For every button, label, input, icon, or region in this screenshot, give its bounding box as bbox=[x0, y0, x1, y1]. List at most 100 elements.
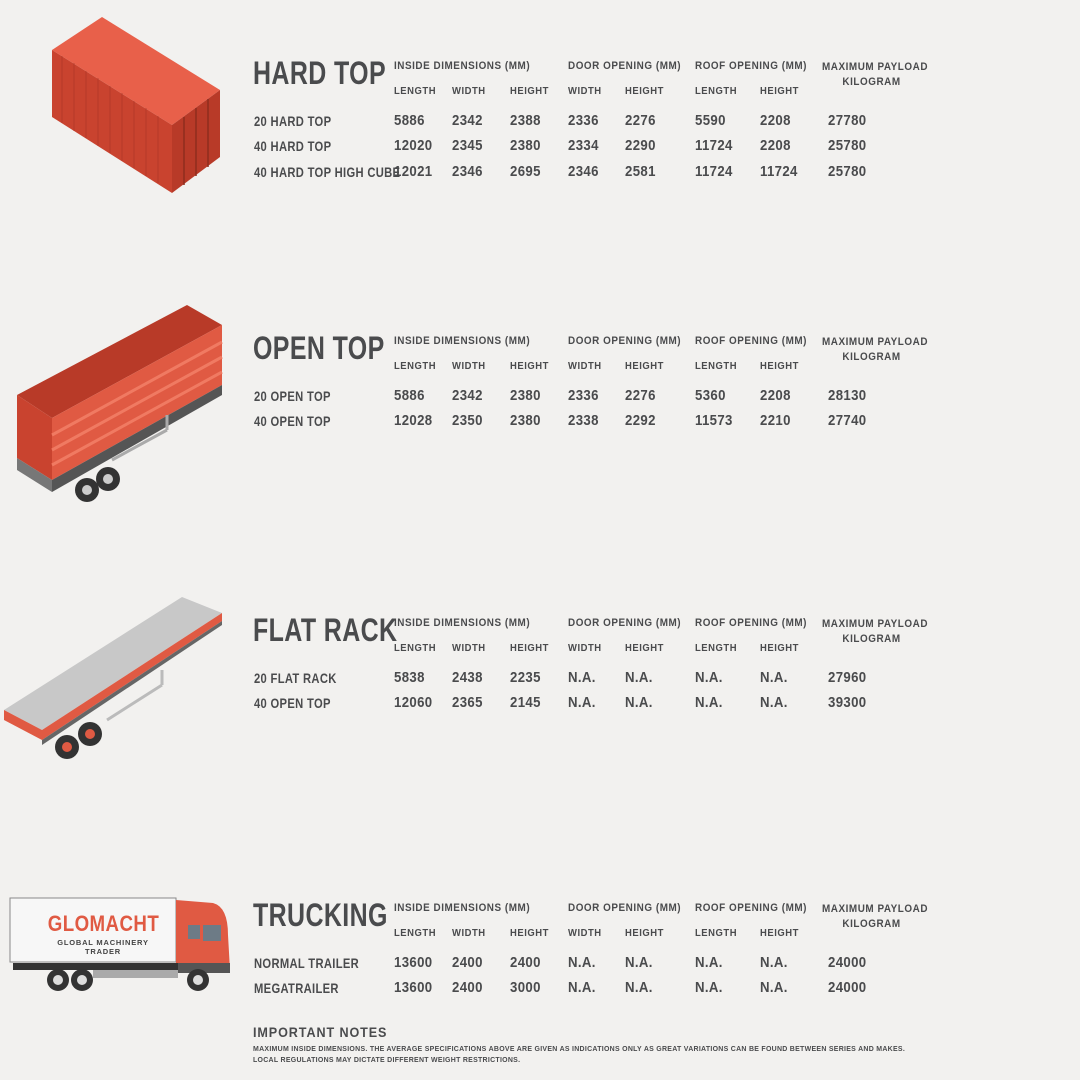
table-cell: 24000 bbox=[828, 979, 867, 996]
sub-column-header: LENGTH bbox=[394, 85, 437, 97]
payload-unit: KILOGRAM bbox=[842, 76, 901, 88]
inside-dimensions-header: INSIDE DIMENSIONS (MM) bbox=[394, 60, 531, 72]
table-cell: N.A. bbox=[695, 694, 723, 711]
table-cell: 5886 bbox=[394, 387, 425, 404]
sub-column-header: HEIGHT bbox=[625, 927, 664, 939]
important-notes: IMPORTANT NOTES MAXIMUM INSIDE DIMENSION… bbox=[253, 1024, 954, 1065]
table-cell: 2342 bbox=[452, 112, 483, 129]
table-cell: N.A. bbox=[625, 954, 653, 971]
sub-column-header: HEIGHT bbox=[510, 360, 549, 372]
table-cell: 25780 bbox=[828, 163, 867, 180]
inside-dimensions-header: INSIDE DIMENSIONS (MM) bbox=[394, 902, 531, 914]
table-cell: N.A. bbox=[695, 954, 723, 971]
table-cell: 12020 bbox=[394, 137, 433, 154]
inside-dimensions-header: INSIDE DIMENSIONS (MM) bbox=[394, 335, 531, 347]
table-cell: 12028 bbox=[394, 412, 433, 429]
max-payload-header: MAXIMUM PAYLOAD KILOGRAM bbox=[822, 617, 927, 647]
section-title: HARD TOP bbox=[253, 55, 387, 91]
table-cell: 11724 bbox=[760, 163, 798, 180]
sub-column-header: HEIGHT bbox=[760, 85, 799, 97]
roof-opening-header: ROOF OPENING (MM) bbox=[695, 335, 808, 347]
roof-opening-header: ROOF OPENING (MM) bbox=[695, 902, 808, 914]
sub-column-header: LENGTH bbox=[695, 927, 738, 939]
notes-line-2: LOCAL REGULATIONS MAY DICTATE DIFFERENT … bbox=[253, 1055, 521, 1064]
sub-column-header: WIDTH bbox=[568, 85, 602, 97]
sub-column-header: HEIGHT bbox=[510, 642, 549, 654]
table-cell: 2338 bbox=[568, 412, 599, 429]
table-cell: 12021 bbox=[394, 163, 433, 180]
logo-tagline: GLOBAL MACHINERY TRADER bbox=[57, 938, 149, 956]
sub-column-header: HEIGHT bbox=[510, 85, 549, 97]
section-title: TRUCKING bbox=[253, 897, 388, 933]
spec-section-hard-top: HARD TOP INSIDE DIMENSIONS (MM) DOOR OPENI… bbox=[0, 55, 1080, 215]
table-cell: 39300 bbox=[828, 694, 867, 711]
section-title: OPEN TOP bbox=[253, 330, 385, 366]
table-cell: 27740 bbox=[828, 412, 867, 429]
spec-section-open-top: OPEN TOP INSIDE DIMENSIONS (MM) DOOR OPENI… bbox=[0, 330, 1080, 490]
roof-opening-header: ROOF OPENING (MM) bbox=[695, 60, 808, 72]
logo-brand: GLOMACHT bbox=[47, 911, 160, 936]
row-label: 40 HARD TOP bbox=[254, 138, 332, 154]
table-cell: 11573 bbox=[695, 412, 733, 429]
table-cell: 28130 bbox=[828, 387, 867, 404]
sub-column-header: WIDTH bbox=[568, 360, 602, 372]
table-cell: 2400 bbox=[510, 954, 541, 971]
notes-title: IMPORTANT NOTES bbox=[253, 1024, 388, 1040]
notes-line-1: MAXIMUM INSIDE DIMENSIONS. THE AVERAGE S… bbox=[253, 1044, 906, 1053]
payload-label: MAXIMUM PAYLOAD bbox=[822, 903, 929, 915]
table-cell: 2145 bbox=[510, 694, 541, 711]
truck-illustration: GLOMACHT GLOBAL MACHINERY TRADER bbox=[8, 895, 233, 995]
table-cell: N.A. bbox=[695, 979, 723, 996]
sub-column-header: WIDTH bbox=[452, 360, 486, 372]
table-cell: 13600 bbox=[394, 979, 433, 996]
payload-label: MAXIMUM PAYLOAD bbox=[822, 61, 929, 73]
table-cell: 27960 bbox=[828, 669, 867, 686]
door-opening-header: DOOR OPENING (MM) bbox=[568, 902, 682, 914]
truck-logo: GLOMACHT GLOBAL MACHINERY TRADER bbox=[38, 911, 168, 956]
row-label: 40 HARD TOP HIGH CUBE bbox=[254, 164, 401, 180]
table-cell: 24000 bbox=[828, 954, 867, 971]
table-cell: 2342 bbox=[452, 387, 483, 404]
table-cell: 2208 bbox=[760, 137, 791, 154]
table-cell: N.A. bbox=[568, 669, 596, 686]
sub-column-header: WIDTH bbox=[568, 642, 602, 654]
table-cell: 2208 bbox=[760, 387, 791, 404]
table-cell: 2292 bbox=[625, 412, 656, 429]
table-cell: N.A. bbox=[568, 694, 596, 711]
sub-column-header: WIDTH bbox=[452, 927, 486, 939]
max-payload-header: MAXIMUM PAYLOAD KILOGRAM bbox=[822, 902, 929, 932]
table-cell: 5838 bbox=[394, 669, 425, 686]
table-cell: 13600 bbox=[394, 954, 433, 971]
sub-column-header: LENGTH bbox=[394, 360, 437, 372]
row-label: 40 OPEN TOP bbox=[254, 413, 331, 429]
max-payload-header: MAXIMUM PAYLOAD KILOGRAM bbox=[822, 335, 929, 365]
sub-column-header: LENGTH bbox=[695, 360, 738, 372]
door-opening-header: DOOR OPENING (MM) bbox=[568, 617, 682, 629]
payload-label: MAXIMUM PAYLOAD bbox=[822, 336, 929, 348]
table-cell: 3000 bbox=[510, 979, 541, 996]
sub-column-header: LENGTH bbox=[695, 642, 738, 654]
row-label: 20 FLAT RACK bbox=[254, 670, 337, 686]
table-cell: 25780 bbox=[828, 137, 867, 154]
table-cell: N.A. bbox=[625, 669, 653, 686]
table-cell: 2336 bbox=[568, 112, 599, 129]
sub-column-header: LENGTH bbox=[394, 927, 437, 939]
table-cell: 5886 bbox=[394, 112, 425, 129]
table-cell: N.A. bbox=[625, 694, 653, 711]
table-cell: 2334 bbox=[568, 137, 599, 154]
table-cell: 5590 bbox=[695, 112, 726, 129]
table-cell: 27780 bbox=[828, 112, 867, 129]
table-cell: 2235 bbox=[510, 669, 541, 686]
inside-dimensions-header: INSIDE DIMENSIONS (MM) bbox=[394, 617, 531, 629]
table-cell: 2380 bbox=[510, 137, 541, 154]
sub-column-header: HEIGHT bbox=[625, 360, 664, 372]
table-cell: 2380 bbox=[510, 412, 541, 429]
table-cell: 2350 bbox=[452, 412, 483, 429]
payload-unit: KILOGRAM bbox=[842, 351, 901, 363]
sub-column-header: LENGTH bbox=[695, 85, 738, 97]
table-cell: N.A. bbox=[760, 979, 788, 996]
row-label: 20 HARD TOP bbox=[254, 113, 332, 129]
sub-column-header: WIDTH bbox=[452, 642, 486, 654]
sub-column-header: HEIGHT bbox=[510, 927, 549, 939]
table-cell: 11724 bbox=[695, 137, 733, 154]
